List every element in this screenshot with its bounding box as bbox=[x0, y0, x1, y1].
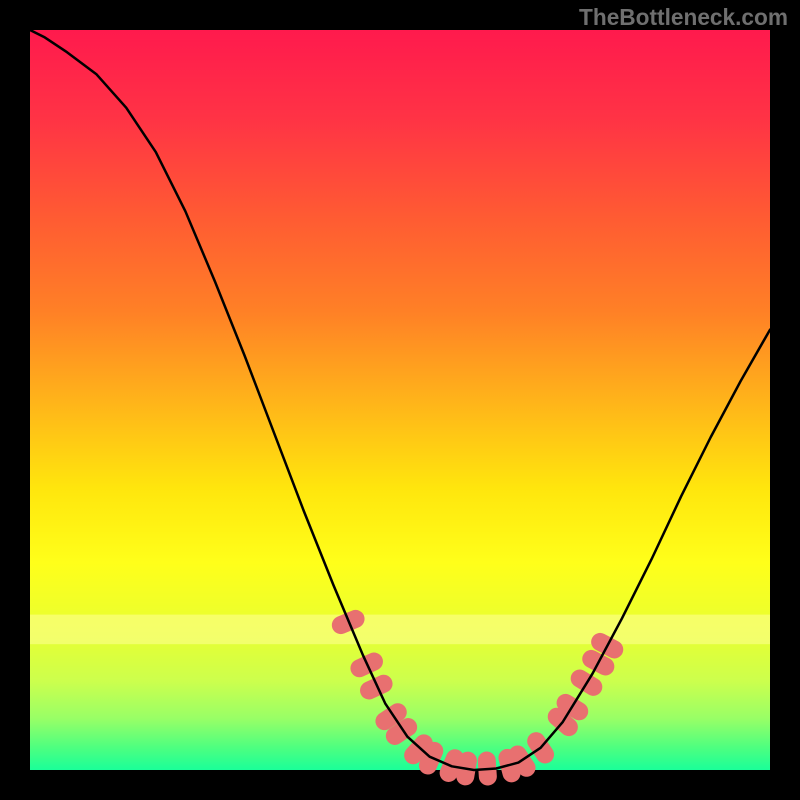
gradient-background bbox=[0, 0, 800, 800]
watermark-text: TheBottleneck.com bbox=[579, 4, 788, 31]
gradient-rect bbox=[30, 30, 770, 770]
chart-frame: TheBottleneck.com bbox=[0, 0, 800, 800]
horizontal-band bbox=[30, 615, 770, 645]
